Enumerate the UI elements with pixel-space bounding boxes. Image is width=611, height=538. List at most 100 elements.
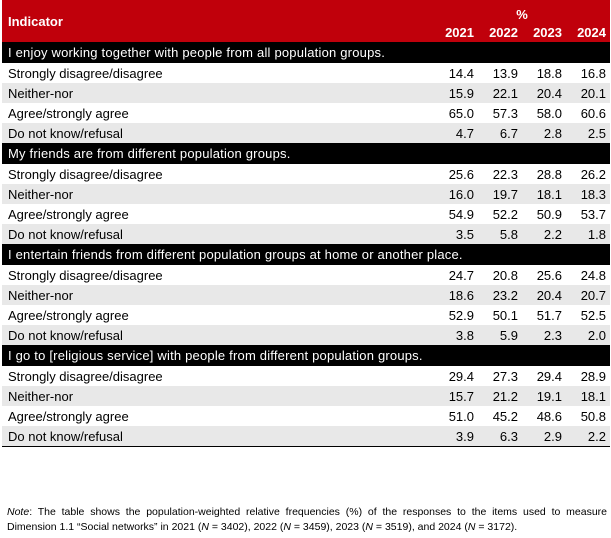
cell-2024: 20.7 [566,285,610,305]
cell-2023: 51.7 [536,307,562,323]
year-header-2023: 2023 [522,22,566,42]
cell-2024: 18.3 [566,184,610,204]
row-label: Agree/strongly agree [8,206,129,222]
table-row: Strongly disagree/disagree 24.7 20.8 25.… [2,265,610,285]
cell-2021: 29.4 [448,368,474,384]
note-text: = 3402), 2022 ( [208,521,284,533]
cell-2022: 13.9 [492,65,518,81]
cell-2022: 22.1 [478,83,522,103]
n-symbol: N [201,521,209,533]
cell-2021: 51.0 [448,408,474,424]
row-label: Strongly disagree/disagree [8,65,163,81]
cell-2022: 50.1 [492,307,518,323]
year-header-2024: 2024 [566,22,610,42]
table-row: Agree/strongly agree 51.0 45.2 48.6 50.8 [2,406,610,426]
row-label: Agree/strongly agree [8,408,129,424]
cell-2024: 60.6 [580,105,606,121]
section-header: I go to [religious service] with people … [2,345,610,366]
n-symbol: N [365,521,373,533]
cell-2023: 2.3 [522,325,566,345]
cell-2021: 54.9 [448,206,474,222]
row-label: Neither-nor [2,83,434,103]
cell-2023: 29.4 [536,368,562,384]
row-label: Strongly disagree/disagree [8,166,163,182]
cell-2022: 57.3 [492,105,518,121]
cell-2021: 18.6 [434,285,478,305]
cell-2021: 14.4 [448,65,474,81]
cell-2023: 2.9 [522,426,566,447]
cell-2024: 28.9 [580,368,606,384]
cell-2023: 2.2 [522,224,566,244]
cell-2024: 53.7 [580,206,606,222]
table-row: Strongly disagree/disagree 29.4 27.3 29.… [2,366,610,386]
cell-2023: 20.4 [522,285,566,305]
section-header: My friends are from different population… [2,143,610,164]
note-text: = 3172). [475,521,518,533]
indicator-header: Indicator [2,0,434,42]
cell-2022: 20.8 [492,267,518,283]
table-row: Agree/strongly agree 65.0 57.3 58.0 60.6 [2,103,610,123]
cell-2022: 22.3 [492,166,518,182]
row-label: Agree/strongly agree [8,105,129,121]
note-text: : The table shows the population-weighte… [7,506,607,533]
n-symbol: N [283,521,291,533]
cell-2023: 58.0 [536,105,562,121]
cell-2023: 2.8 [522,123,566,143]
table-row: Neither-nor 16.0 19.7 18.1 18.3 [2,184,610,204]
cell-2022: 21.2 [478,386,522,406]
table-row: Strongly disagree/disagree 25.6 22.3 28.… [2,164,610,184]
row-label: Strongly disagree/disagree [8,368,163,384]
row-label: Do not know/refusal [2,325,434,345]
cell-2021: 3.9 [434,426,478,447]
cell-2022: 6.7 [478,123,522,143]
table-row: Agree/strongly agree 54.9 52.2 50.9 53.7 [2,204,610,224]
cell-2022: 45.2 [492,408,518,424]
table-row: Do not know/refusal 4.7 6.7 2.8 2.5 [2,123,610,143]
cell-2024: 26.2 [580,166,606,182]
cell-2023: 19.1 [522,386,566,406]
cell-2024: 18.1 [566,386,610,406]
cell-2021: 65.0 [448,105,474,121]
table-header-row-years: 2021 2022 2023 2024 [2,22,610,42]
table-row: Neither-nor 15.7 21.2 19.1 18.1 [2,386,610,406]
year-header-2021: 2021 [434,22,478,42]
row-label: Neither-nor [2,184,434,204]
cell-2021: 25.6 [448,166,474,182]
cell-2024: 16.8 [580,65,606,81]
cell-2024: 20.1 [566,83,610,103]
row-label: Do not know/refusal [2,426,434,447]
row-label: Agree/strongly agree [8,307,129,323]
table-row: Do not know/refusal 3.8 5.9 2.3 2.0 [2,325,610,345]
section-title: I enjoy working together with people fro… [2,42,610,63]
note-text: = 3519), and 2024 ( [373,521,468,533]
indicator-table: Indicator % 2021 2022 2023 2024 I enjoy … [2,0,610,447]
cell-2022: 19.7 [478,184,522,204]
note-text: = 3459), 2023 ( [290,521,366,533]
table-row: Neither-nor 18.6 23.2 20.4 20.7 [2,285,610,305]
cell-2022: 23.2 [478,285,522,305]
cell-2024: 2.0 [566,325,610,345]
section-header: I entertain friends from different popul… [2,244,610,265]
cell-2024: 50.8 [580,408,606,424]
cell-2024: 52.5 [580,307,606,323]
cell-2022: 5.9 [478,325,522,345]
row-label: Neither-nor [2,386,434,406]
section-title: My friends are from different population… [2,143,610,164]
cell-2024: 2.5 [566,123,610,143]
cell-2023: 25.6 [536,267,562,283]
cell-2021: 15.9 [434,83,478,103]
cell-2021: 24.7 [448,267,474,283]
cell-2024: 1.8 [566,224,610,244]
table-header-row-top: Indicator % [2,0,610,42]
cell-2023: 28.8 [536,166,562,182]
row-label: Do not know/refusal [2,224,434,244]
cell-2023: 18.1 [522,184,566,204]
cell-2021: 52.9 [448,307,474,323]
row-label: Neither-nor [2,285,434,305]
table-row: Neither-nor 15.9 22.1 20.4 20.1 [2,83,610,103]
cell-2024: 2.2 [566,426,610,447]
cell-2021: 4.7 [434,123,478,143]
table-note: Note: The table shows the population-wei… [7,505,607,535]
table-row: Do not know/refusal 3.9 6.3 2.9 2.2 [2,426,610,447]
